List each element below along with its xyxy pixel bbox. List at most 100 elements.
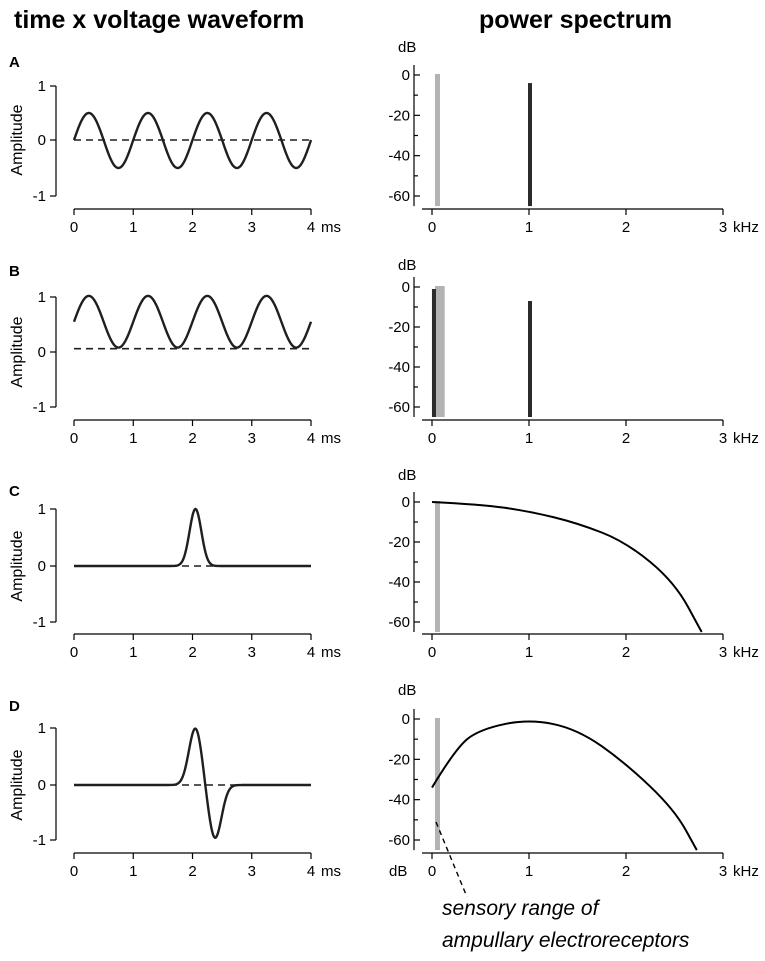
y-tick-label: 0	[402, 711, 410, 728]
y-tick-label: 0	[38, 777, 46, 794]
y-axis-label: Amplitude	[9, 104, 26, 175]
y-tick-label: -1	[33, 614, 46, 631]
spectral-line	[528, 83, 532, 207]
spectral-line	[528, 301, 532, 417]
spectrum-curve	[431, 720, 698, 851]
x-tick-label: 1	[129, 863, 137, 880]
sensory-range-band	[435, 286, 445, 417]
y-tick-label: -20	[388, 319, 410, 336]
y-tick-label: -1	[33, 832, 46, 849]
x-tick-label: 4	[307, 430, 315, 447]
x-tick-label: 1	[525, 430, 533, 447]
y-axis-label: Amplitude	[9, 530, 26, 601]
x-tick-label: 0	[428, 430, 436, 447]
right-column-title: power spectrum	[479, 6, 672, 34]
x-unit-label: kHz	[733, 430, 759, 447]
x-tick-label: 1	[525, 863, 533, 880]
y-axis-label: Amplitude	[9, 316, 26, 387]
x-tick-label: 2	[188, 863, 196, 880]
y-tick-label: -40	[388, 792, 410, 809]
y-tick-label: -20	[388, 751, 410, 768]
x-tick-label: 1	[525, 644, 533, 661]
spectrum-curve	[431, 501, 703, 633]
x-tick-label: 0	[70, 219, 78, 236]
y-axis-label: Amplitude	[9, 749, 26, 820]
x-unit-label: ms	[321, 644, 341, 661]
x-tick-label: 4	[307, 644, 315, 661]
db-unit-label: dB	[398, 467, 416, 484]
sensory-range-band	[435, 74, 440, 207]
x-tick-label: 4	[307, 863, 315, 880]
db-unit-label: dB	[398, 257, 416, 274]
spectral-line	[431, 289, 436, 417]
sensory-range-band	[435, 501, 440, 632]
x-tick-label: 2	[188, 430, 196, 447]
x-tick-label: 1	[525, 219, 533, 236]
sensory-range-band	[435, 718, 440, 851]
db-unit-label: dB	[398, 39, 416, 56]
panel-B-waveform: B 1 0 -1 Amplitude 0 1 2 3 4 ms	[9, 263, 341, 447]
x-tick-label: 3	[719, 863, 727, 880]
y-tick-label: -1	[33, 188, 46, 205]
y-tick-label: -40	[388, 574, 410, 591]
y-tick-label: 1	[38, 720, 46, 737]
y-tick-label: 1	[38, 501, 46, 518]
x-tick-label: 3	[248, 430, 256, 447]
x-tick-label: 0	[70, 644, 78, 661]
panel-C-spectrum: dB 0 -20 -40 -60 0 1 2 3 kHz	[388, 467, 759, 661]
y-tick-label: 0	[38, 344, 46, 361]
left-column-title: time x voltage waveform	[14, 6, 304, 34]
x-tick-label: 1	[129, 430, 137, 447]
x-tick-label: 1	[129, 644, 137, 661]
waveform-trace	[74, 507, 311, 568]
x-tick-label: 0	[428, 644, 436, 661]
x-tick-label: 2	[188, 644, 196, 661]
panel-letter: A	[9, 54, 20, 71]
x-tick-label: 2	[622, 863, 630, 880]
y-tick-label: 0	[38, 132, 46, 149]
panel-letter: D	[9, 698, 20, 715]
y-tick-label: -40	[388, 148, 410, 165]
x-tick-label: 4	[307, 219, 315, 236]
x-tick-label: 0	[70, 863, 78, 880]
x-unit-label: ms	[321, 430, 341, 447]
x-tick-label: 0	[428, 863, 436, 880]
y-tick-label: 0	[402, 279, 410, 296]
x-tick-label: 2	[622, 219, 630, 236]
y-tick-label: -20	[388, 534, 410, 551]
annotation-line-2: ampullary electroreceptors	[442, 929, 690, 952]
y-tick-label: 0	[402, 67, 410, 84]
x-unit-label: ms	[321, 863, 341, 880]
x-tick-label: 3	[719, 644, 727, 661]
x-axis-db-label: dB	[389, 863, 407, 880]
x-unit-label: ms	[321, 219, 341, 236]
waveform-trace	[74, 727, 311, 839]
panel-letter: B	[9, 263, 20, 280]
annotation-pointer	[435, 821, 468, 898]
waveform-trace	[72, 294, 313, 349]
x-tick-label: 3	[719, 430, 727, 447]
panel-letter: C	[9, 483, 20, 500]
x-unit-label: kHz	[733, 863, 759, 880]
y-tick-label: -60	[388, 832, 410, 849]
y-tick-label: -60	[388, 399, 410, 416]
y-tick-label: 0	[402, 494, 410, 511]
y-tick-label: -1	[33, 399, 46, 416]
x-tick-label: 2	[622, 644, 630, 661]
y-tick-label: 0	[38, 558, 46, 575]
panel-A-spectrum: dB 0 -20 -40 -60 0 1 2 3 kHz	[388, 39, 759, 236]
panel-D-spectrum: dB 0 -20 -40 -60 0 1 2 3 kHz dB	[388, 682, 759, 880]
waveform-trace	[72, 111, 313, 170]
x-tick-label: 0	[70, 430, 78, 447]
annotation-line-1: sensory range of	[442, 897, 601, 920]
panel-A-waveform: A 1 0 -1 Amplitude 0 1 2 3 4 ms	[9, 54, 341, 236]
x-tick-label: 3	[719, 219, 727, 236]
y-tick-label: -20	[388, 107, 410, 124]
y-tick-label: -60	[388, 188, 410, 205]
x-unit-label: kHz	[733, 644, 759, 661]
x-tick-label: 1	[129, 219, 137, 236]
x-tick-label: 2	[188, 219, 196, 236]
x-tick-label: 3	[248, 219, 256, 236]
x-tick-label: 0	[428, 219, 436, 236]
